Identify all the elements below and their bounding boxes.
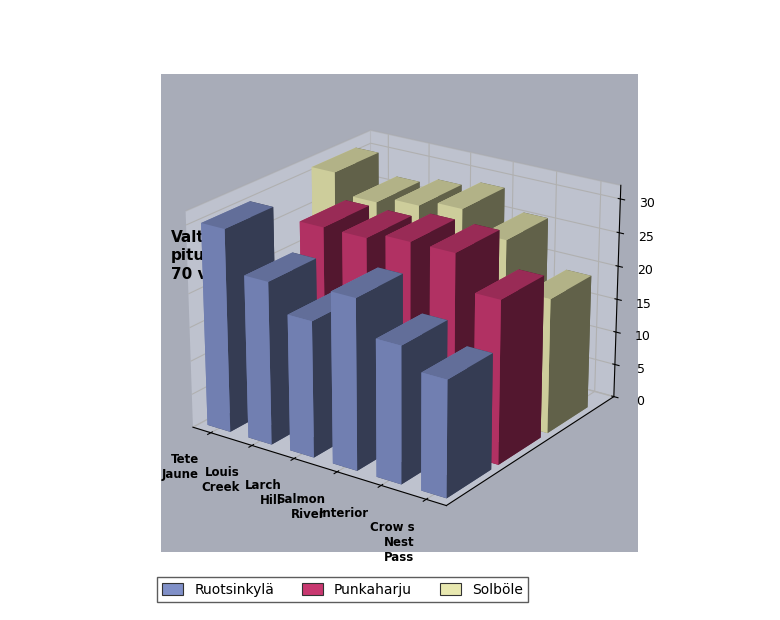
Text: Valta-
pituus/
70 v, m: Valta- pituus/ 70 v, m bbox=[171, 230, 232, 282]
Legend: Ruotsinkylä, Punkaharju, Solböle: Ruotsinkylä, Punkaharju, Solböle bbox=[157, 577, 528, 602]
